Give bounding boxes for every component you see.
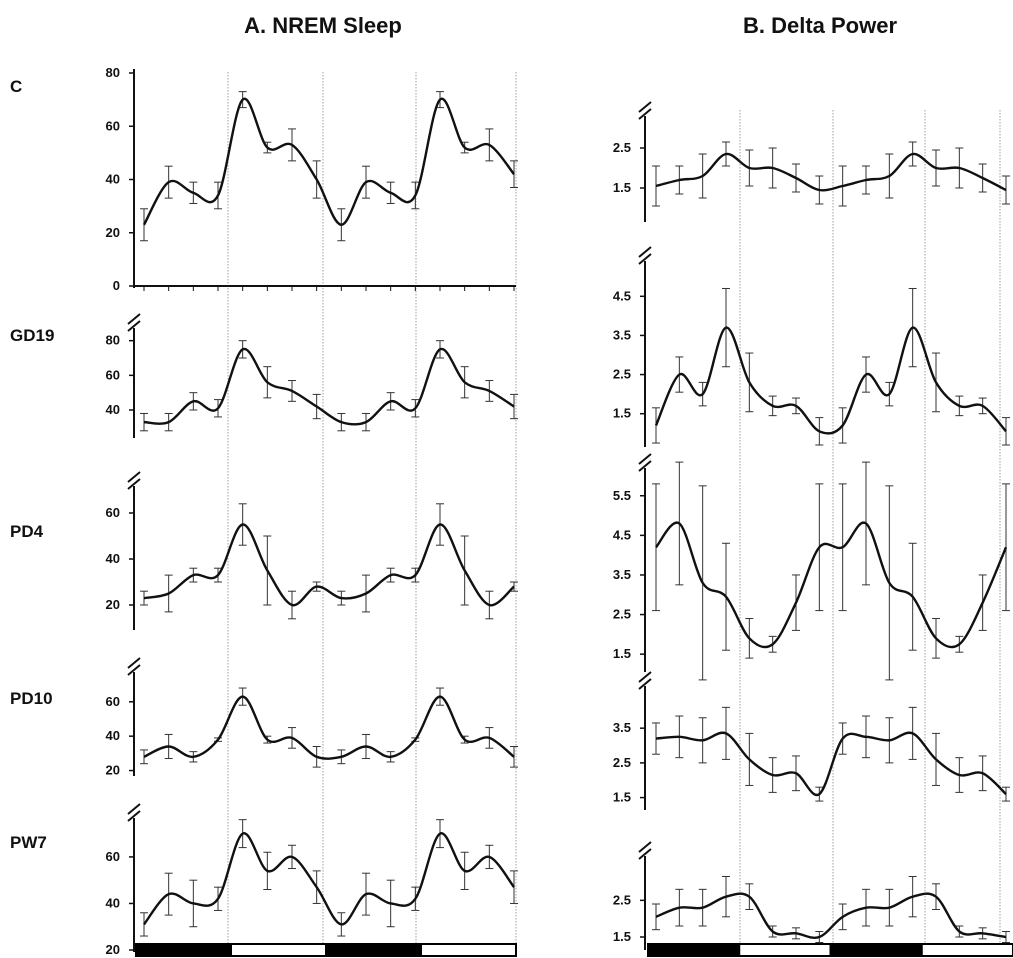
y-tick-label-B-pd4: 1.5 bbox=[613, 646, 631, 661]
axis-break-mark-B-pw7 bbox=[638, 841, 652, 853]
light-dark-bar-light-A bbox=[420, 943, 517, 957]
series-line-B-pw7 bbox=[655, 892, 1007, 939]
row-label-pd10: PD10 bbox=[10, 689, 53, 708]
y-tick-label-B-gd19: 1.5 bbox=[613, 406, 631, 421]
axis-break-mark-B-pd10 bbox=[638, 678, 652, 690]
y-tick-label-A-pd4: 20 bbox=[106, 597, 120, 612]
axis-break-mark-A-gd19 bbox=[127, 320, 141, 332]
y-tick-label-B-pd4: 5.5 bbox=[613, 488, 631, 503]
light-dark-bar-dark-B bbox=[647, 943, 741, 957]
series-line-A-pw7 bbox=[143, 832, 515, 926]
y-tick-label-A-c: 0 bbox=[113, 278, 120, 293]
axis-break-mark-B-c bbox=[638, 108, 652, 120]
row-label-c: C bbox=[10, 77, 22, 96]
axis-break-mark-A-pw7 bbox=[127, 810, 141, 822]
axis-break-mark-B-gd19 bbox=[638, 253, 652, 265]
axis-break-mark-B-pw7 bbox=[638, 848, 652, 860]
y-tick-label-A-pd10: 60 bbox=[106, 694, 120, 709]
y-tick-label-A-pd4: 60 bbox=[106, 505, 120, 520]
axis-break-mark-A-pd4 bbox=[127, 478, 141, 490]
axis-break-mark-B-pd4 bbox=[638, 460, 652, 472]
axis-break-mark-A-pw7 bbox=[127, 803, 141, 815]
y-tick-label-B-c: 2.5 bbox=[613, 140, 631, 155]
y-tick-label-B-pd10: 3.5 bbox=[613, 720, 631, 735]
y-tick-label-B-gd19: 3.5 bbox=[613, 327, 631, 342]
axis-break-mark-B-c bbox=[638, 101, 652, 113]
light-dark-bar-light-B bbox=[738, 943, 832, 957]
axis-break-mark-B-gd19 bbox=[638, 246, 652, 258]
title-nrem-sleep: A. NREM Sleep bbox=[244, 13, 402, 38]
y-tick-label-A-pw7: 60 bbox=[106, 849, 120, 864]
y-tick-label-A-c: 60 bbox=[106, 118, 120, 133]
y-tick-label-A-c: 40 bbox=[106, 172, 120, 187]
y-tick-label-B-gd19: 4.5 bbox=[613, 288, 631, 303]
y-tick-label-B-pw7: 2.5 bbox=[613, 892, 631, 907]
y-tick-label-A-c: 80 bbox=[106, 65, 120, 80]
y-tick-label-A-gd19: 60 bbox=[106, 367, 120, 382]
light-dark-bar-light-B bbox=[920, 943, 1013, 957]
y-tick-label-A-pw7: 40 bbox=[106, 895, 120, 910]
light-dark-bar-light-A bbox=[230, 943, 327, 957]
y-tick-label-A-gd19: 80 bbox=[106, 333, 120, 348]
y-tick-label-A-c: 20 bbox=[106, 225, 120, 240]
y-tick-label-A-pd4: 40 bbox=[106, 551, 120, 566]
y-tick-label-B-pd4: 4.5 bbox=[613, 527, 631, 542]
y-tick-label-B-pd10: 2.5 bbox=[613, 755, 631, 770]
y-tick-label-B-c: 1.5 bbox=[613, 180, 631, 195]
light-dark-bar-dark-A bbox=[135, 943, 232, 957]
row-label-pd4: PD4 bbox=[10, 522, 44, 541]
axis-break-mark-A-pd10 bbox=[127, 664, 141, 676]
series-line-B-pd4 bbox=[655, 521, 1008, 649]
axis-break-mark-B-pd4 bbox=[638, 453, 652, 465]
series-line-A-c bbox=[142, 97, 515, 226]
axis-break-mark-B-pd10 bbox=[638, 671, 652, 683]
axis-break-mark-A-gd19 bbox=[127, 313, 141, 325]
chart-marks: 0 20 40 60 80 40 60 80 20 40 60 20 40 60 20 40 60 1.5 2.5 1… bbox=[106, 65, 1013, 957]
series-line-A-gd19 bbox=[143, 348, 515, 426]
axis-break-mark-A-pd10 bbox=[127, 657, 141, 669]
y-tick-label-B-pw7: 1.5 bbox=[613, 929, 631, 944]
y-tick-label-B-pd10: 1.5 bbox=[613, 790, 631, 805]
y-tick-label-A-pw7: 20 bbox=[106, 942, 120, 957]
y-tick-label-A-pd10: 40 bbox=[106, 728, 120, 743]
series-line-A-pd4 bbox=[143, 523, 515, 607]
light-dark-bar-dark-A bbox=[325, 943, 422, 957]
axis-break-mark-A-pd4 bbox=[127, 471, 141, 483]
y-tick-label-B-pd4: 3.5 bbox=[613, 567, 631, 582]
series-line-B-gd19 bbox=[654, 326, 1007, 435]
y-tick-label-B-gd19: 2.5 bbox=[613, 367, 631, 382]
row-label-pw7: PW7 bbox=[10, 833, 47, 852]
light-dark-bar-dark-B bbox=[829, 943, 923, 957]
y-tick-label-A-gd19: 40 bbox=[106, 402, 120, 417]
series-line-A-pd10 bbox=[143, 695, 515, 760]
row-label-gd19: GD19 bbox=[10, 326, 54, 345]
y-tick-label-B-pd4: 2.5 bbox=[613, 607, 631, 622]
title-delta-power: B. Delta Power bbox=[743, 13, 897, 38]
series-line-B-c bbox=[655, 152, 1007, 192]
y-tick-label-A-pd10: 20 bbox=[106, 763, 120, 778]
series-line-B-pd10 bbox=[655, 731, 1007, 797]
